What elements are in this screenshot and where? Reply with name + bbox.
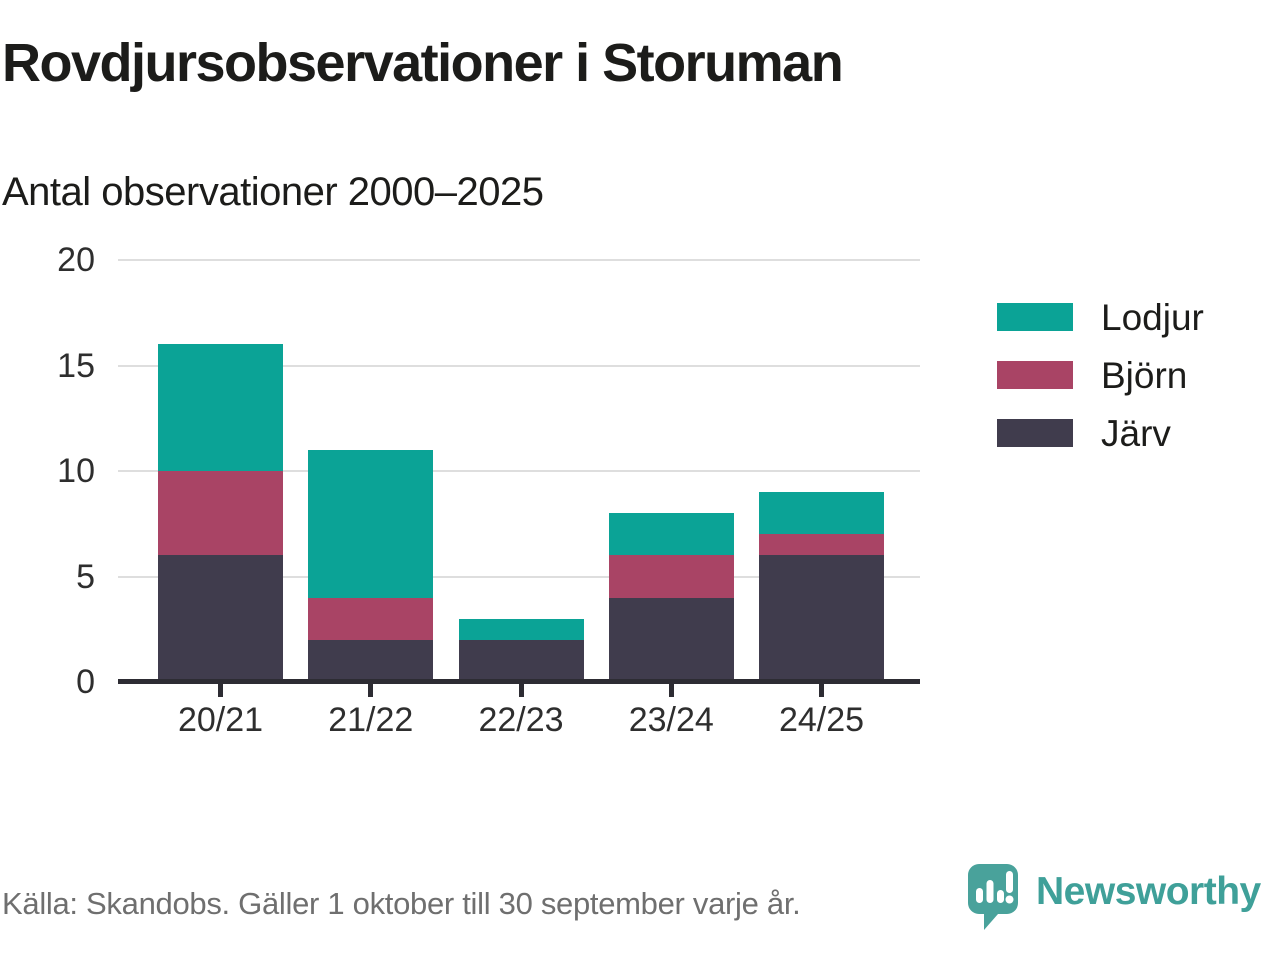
- gridline: [118, 575, 920, 578]
- chart-subtitle: Antal observationer 2000–2025: [2, 170, 544, 214]
- newsworthy-logo: Newsworthy: [966, 862, 1261, 932]
- bar-segment-jrv-23-24: [608, 597, 734, 682]
- x-tick-label: 24/25: [778, 701, 865, 739]
- bar-segment-jrv-22-23: [458, 639, 584, 682]
- gridline: [118, 364, 920, 367]
- bar-segment-lodjur-24-25: [759, 492, 884, 535]
- bar-segment-jrv-21-22: [308, 639, 434, 682]
- source-note: Källa: Skandobs. Gäller 1 oktober till 3…: [2, 886, 801, 921]
- x-tick-label: 21/22: [328, 701, 414, 739]
- x-tick-label: 22/23: [478, 701, 564, 739]
- bar-segment-jrv-20-21: [158, 555, 283, 682]
- legend-row: Lodjur: [997, 299, 1204, 336]
- x-axis-line: [118, 679, 920, 684]
- gridline: [118, 470, 920, 472]
- y-tick-label: 10: [57, 452, 95, 490]
- bar-segment-bjrn-20-21: [158, 471, 283, 556]
- x-axis-tick: [218, 684, 223, 697]
- legend-label: Järv: [1101, 412, 1171, 454]
- legend-label: Lodjur: [1101, 296, 1204, 338]
- x-axis-tick: [518, 684, 524, 697]
- x-tick-label: 20/21: [177, 701, 264, 739]
- bar-segment-bjrn-24-25: [759, 534, 884, 556]
- plot-area: 20/21 21/22 22/23 23/24 24/25: [118, 259, 920, 739]
- brand-name: Newsworthy: [1036, 870, 1261, 913]
- legend: Lodjur Björn Järv: [997, 299, 1204, 477]
- bar-segment-jrv-24-25: [759, 555, 884, 682]
- x-axis-tick: [668, 684, 674, 697]
- legend-row: Järv: [997, 415, 1204, 452]
- bar-segment-lodjur-20-21: [158, 344, 283, 471]
- y-tick-label: 0: [76, 663, 95, 701]
- x-tick-label: 23/24: [628, 701, 714, 739]
- legend-row: Björn: [997, 357, 1204, 394]
- x-axis-tick: [819, 684, 824, 697]
- legend-swatch-lodjur: [997, 303, 1073, 331]
- legend-swatch-bjrn: [997, 361, 1073, 389]
- y-tick-label: 20: [57, 241, 95, 279]
- gridline: [118, 259, 920, 261]
- legend-swatch-jrv: [997, 419, 1073, 447]
- bar-segment-lodjur-21-22: [308, 449, 434, 598]
- bar-segment-lodjur-23-24: [608, 513, 734, 556]
- bar-segment-lodjur-22-23: [458, 618, 584, 640]
- legend-label: Björn: [1101, 354, 1188, 396]
- y-tick-label: 15: [57, 346, 95, 385]
- bar-segment-bjrn-23-24: [608, 555, 734, 598]
- chart-title: Rovdjursobservationer i Storuman: [2, 33, 844, 93]
- x-axis-tick: [368, 684, 374, 697]
- y-tick-label: 5: [76, 557, 95, 596]
- bar-segment-bjrn-21-22: [308, 597, 434, 640]
- newsworthy-speech-bubble-chart-icon: [968, 864, 1018, 930]
